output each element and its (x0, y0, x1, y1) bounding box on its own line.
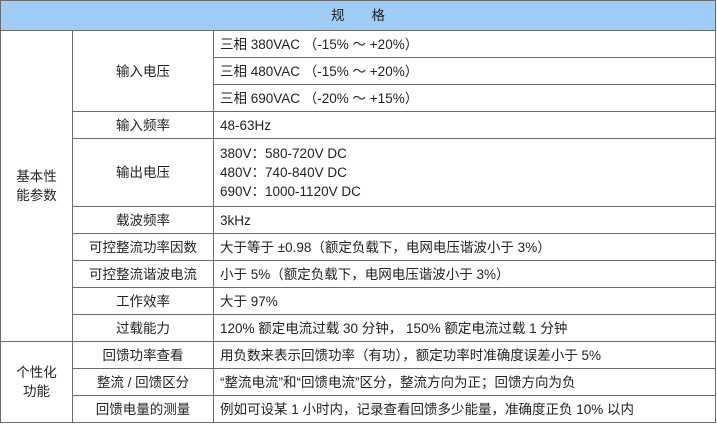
param-name: 过载能力 (72, 314, 214, 342)
table-row: 可控整流功率因数 大于等于 ±0.98（额定负载下，电网电压谐波小于 3%） (1, 233, 716, 261)
value-line: 690V：1000-1120V DC (220, 184, 361, 199)
param-name: 可控整流谐波电流 (72, 260, 214, 288)
param-value: 三相 480VAC （-15% ～ +20%） (213, 57, 716, 85)
param-name: 回馈电量的测量 (72, 395, 214, 423)
param-value: 3kHz (213, 206, 716, 234)
table-header-row: 规 格 (0, 0, 716, 31)
param-name: 输出电压 (72, 138, 214, 207)
table-row: 输出电压 380V：580-720V DC 480V：740-840V DC 690… (1, 138, 716, 207)
param-name: 载波频率 (72, 206, 214, 234)
group-label-line: 基本性 (16, 169, 57, 184)
param-value: 大于 97% (213, 287, 716, 315)
group-label-line: 能参数 (16, 188, 57, 203)
value-line: 380V：580-720V DC (220, 146, 347, 161)
param-name: 输入频率 (72, 111, 214, 139)
table-row: 三相 480VAC （-15% ～ +20%） (1, 57, 716, 85)
param-value: 用负数来表示回馈功率（有功），额定功率时准确度误差小于 5% (213, 341, 716, 369)
group-label-line: 功能 (23, 384, 50, 399)
table-row: 可控整流谐波电流 小于 5%（额定负载下，电网电压谐波小于 3%） (1, 260, 716, 288)
param-value: 小于 5%（额定负载下，电网电压谐波小于 3%） (213, 260, 716, 288)
value-line: 480V：740-840V DC (220, 165, 347, 180)
table-row: 整流 / 回馈区分 “整流电流”和“回馈电流”区分，整流方向为正；回馈方向为负 (1, 368, 716, 396)
param-value: 大于等于 ±0.98（额定负载下，电网电压谐波小于 3%） (213, 233, 716, 261)
param-value: 48-63Hz (213, 111, 716, 139)
param-name: 输入电压 (72, 30, 214, 112)
group-label-custom: 个性化 功能 (0, 341, 73, 423)
param-value: 三相 380VAC （-15% ～ +20%） (213, 30, 716, 58)
param-value: 380V：580-720V DC 480V：740-840V DC 690V：100… (213, 138, 716, 207)
table-row: 基本性能参数 输入电压 三相 380VAC （-15% ～ +20%） (0, 30, 716, 342)
table-row: 个性化功能 回馈功率查看 用负数来表示回馈功率（有功），额定功率时准确度误差小于… (0, 341, 716, 423)
param-name: 工作效率 (72, 287, 214, 315)
param-value: “整流电流”和“回馈电流”区分，整流方向为正；回馈方向为负 (213, 368, 716, 396)
table-row: 过载能力 120% 额定电流过载 30 分钟， 150% 额定电流过载 1 分钟 (1, 314, 716, 342)
param-value: 120% 额定电流过载 30 分钟， 150% 额定电流过载 1 分钟 (213, 314, 716, 342)
param-name: 回馈功率查看 (72, 341, 214, 369)
spec-table: 规 格 基本性 能参数 输入电压 三相 380VAC （-15% ～ +20%） … (0, 0, 716, 423)
param-value: 三相 690VAC （-20% ～ +15%） (213, 84, 716, 112)
table-row: 载波频率 3kHz (1, 206, 716, 234)
table-title: 规 格 (0, 0, 716, 31)
table-row: 回馈电量的测量 例如可设某 1 小时内，记录查看回馈多少能量，准确度正负 10%… (1, 395, 716, 423)
param-name: 可控整流功率因数 (72, 233, 214, 261)
param-value: 例如可设某 1 小时内，记录查看回馈多少能量，准确度正负 10% 以内 (213, 395, 716, 423)
table-row: 工作效率 大于 97% (1, 287, 716, 315)
table-row: 三相 690VAC （-20% ～ +15%） (1, 84, 716, 112)
group-label-line: 个性化 (16, 365, 57, 380)
param-name: 整流 / 回馈区分 (72, 368, 214, 396)
group-label-basic: 基本性 能参数 (0, 30, 73, 342)
table-row: 输入频率 48-63Hz (1, 111, 716, 139)
